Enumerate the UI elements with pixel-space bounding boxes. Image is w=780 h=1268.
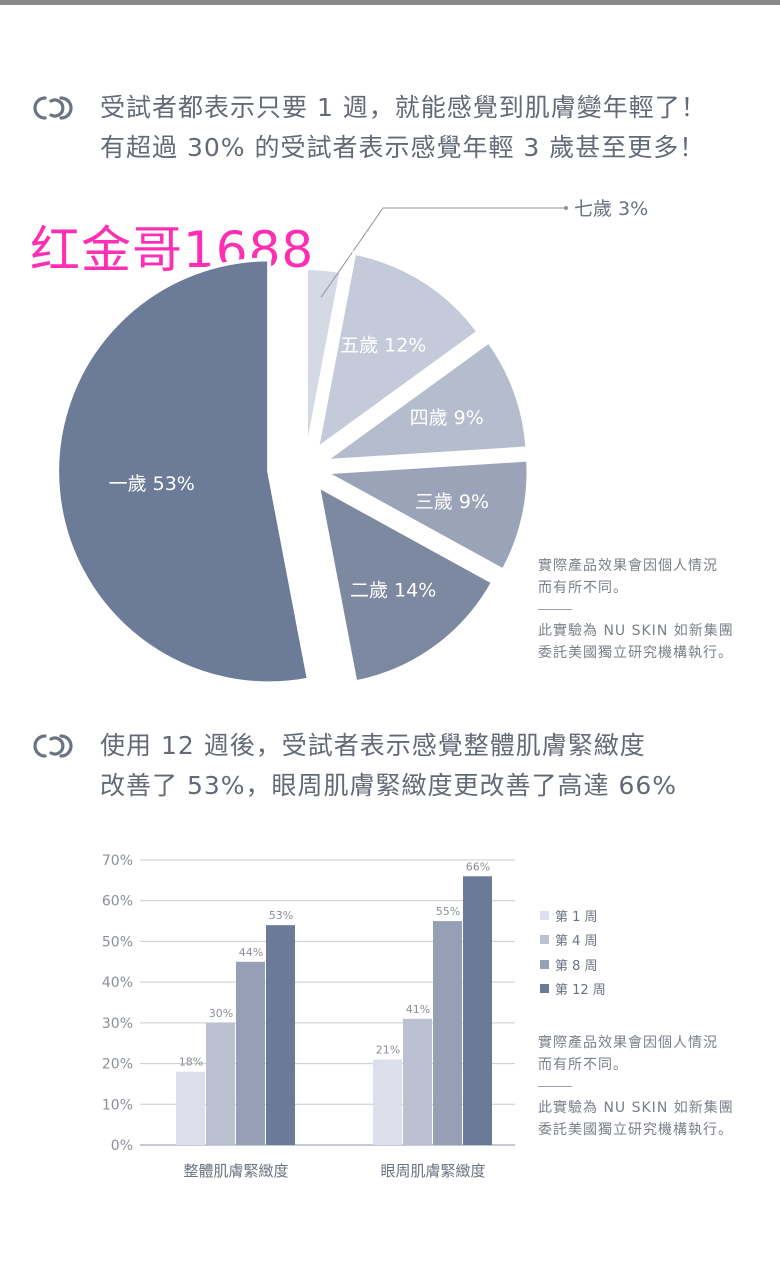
bar-value-label: 44% — [239, 946, 263, 959]
rings-icon — [33, 734, 73, 758]
rings-icon — [33, 96, 73, 120]
pie-label: 五歲 12% — [340, 335, 426, 357]
legend-label: 第 8 周 — [555, 958, 598, 974]
top-border — [0, 0, 780, 5]
legend-label: 第 4 周 — [555, 934, 598, 950]
legend-label: 第 1 周 — [555, 909, 598, 925]
y-tick-label: 20% — [102, 1057, 133, 1073]
bar — [433, 921, 462, 1145]
y-tick-label: 40% — [102, 975, 133, 991]
section2-line-1: 使用 12 週後，受試者表示感覺整體肌膚緊緻度 — [100, 731, 646, 760]
bar-footnote-line-4: 委託美國獨立研究機構執行。 — [538, 1122, 733, 1138]
bar — [176, 1071, 205, 1145]
pie-footnote-line-2: 而有所不同。 — [538, 580, 628, 596]
y-tick-label: 10% — [102, 1097, 133, 1113]
pie-label: 三歲 9% — [415, 491, 489, 513]
y-tick-label: 30% — [102, 1016, 133, 1032]
bar-footnote-line-2: 而有所不同。 — [538, 1057, 628, 1073]
bar-footnote-line-3: 此實驗為 NU SKIN 如新集團 — [538, 1100, 734, 1116]
bar-value-label: 41% — [406, 1003, 430, 1016]
bar — [463, 876, 492, 1145]
bar-footnote-line-1: 實際產品效果會因個人情況 — [538, 1035, 718, 1051]
bar-value-label: 30% — [209, 1007, 233, 1020]
pie-slice — [317, 457, 531, 574]
bar — [403, 1018, 432, 1145]
y-tick-label: 70% — [102, 853, 133, 869]
y-tick-label: 60% — [102, 894, 133, 910]
legend-swatch — [540, 910, 549, 920]
pie-slice — [317, 338, 530, 464]
pie-label: 二歲 14% — [350, 579, 436, 601]
pie-label: 一歲 53% — [109, 473, 195, 495]
legend-item: 第 12 周 — [540, 977, 606, 1002]
bar-footnote: 實際產品效果會因個人情況 而有所不同。 此實驗為 NU SKIN 如新集團 委託… — [538, 1032, 778, 1141]
legend-item: 第 8 周 — [540, 952, 606, 977]
x-category-label: 整體肌膚緊緻度 — [183, 1162, 288, 1180]
bar-value-label: 21% — [376, 1044, 400, 1057]
pie-footnote-line-4: 委託美國獨立研究機構執行。 — [538, 645, 733, 661]
bar — [206, 1022, 235, 1145]
legend-swatch — [540, 935, 549, 945]
legend-swatch — [540, 959, 549, 969]
pie-footnote-divider — [538, 609, 572, 610]
legend-item: 第 4 周 — [540, 928, 606, 953]
section1-line-1: 受試者都表示只要 1 週，就能感覺到肌膚變年輕了！ — [100, 93, 707, 122]
bar-value-label: 55% — [436, 905, 460, 918]
bar-footnote-divider — [538, 1086, 572, 1087]
pie-footnote-line-1: 實際產品效果會因個人情況 — [538, 558, 718, 574]
bar — [373, 1059, 402, 1145]
pie-slice — [313, 250, 482, 455]
section2-line-2: 改善了 53%，眼周肌膚緊緻度更改善了高達 66% — [100, 771, 678, 800]
bar-value-label: 53% — [269, 909, 293, 922]
legend-swatch — [540, 984, 549, 994]
bar-legend: 第 1 周第 4 周第 8 周第 12 周 — [540, 903, 606, 1001]
pie-footnote-line-3: 此實驗為 NU SKIN 如新集團 — [538, 623, 734, 639]
y-tick-label: 0% — [111, 1138, 133, 1154]
bar-value-label: 18% — [179, 1056, 203, 1069]
pie-leader-line — [320, 207, 566, 298]
pie-label: 四歲 9% — [410, 407, 484, 429]
pie-leader-dot — [564, 206, 568, 210]
x-category-label: 眼周肌膚緊緻度 — [380, 1162, 485, 1180]
bar — [236, 961, 265, 1145]
legend-label: 第 12 周 — [555, 983, 606, 999]
pie-slice — [303, 266, 344, 459]
bar-value-label: 66% — [466, 860, 490, 873]
pie-chart: 七歲 3% 五歲 12% 四歲 9% 三歲 9% 二歲 14% 一歲 53% — [55, 198, 648, 686]
section1-line-2: 有超過 30% 的受試者表示感覺年輕 3 歲甚至更多！ — [100, 133, 706, 162]
legend-item: 第 1 周 — [540, 903, 606, 928]
bar — [266, 925, 295, 1145]
y-tick-label: 50% — [102, 934, 133, 950]
pie-slice — [315, 481, 496, 685]
pie-footnote: 實際產品效果會因個人情況 而有所不同。 此實驗為 NU SKIN 如新集團 委託… — [538, 555, 778, 664]
pie-label: 七歲 3% — [574, 198, 648, 220]
pie-slice — [55, 257, 312, 686]
